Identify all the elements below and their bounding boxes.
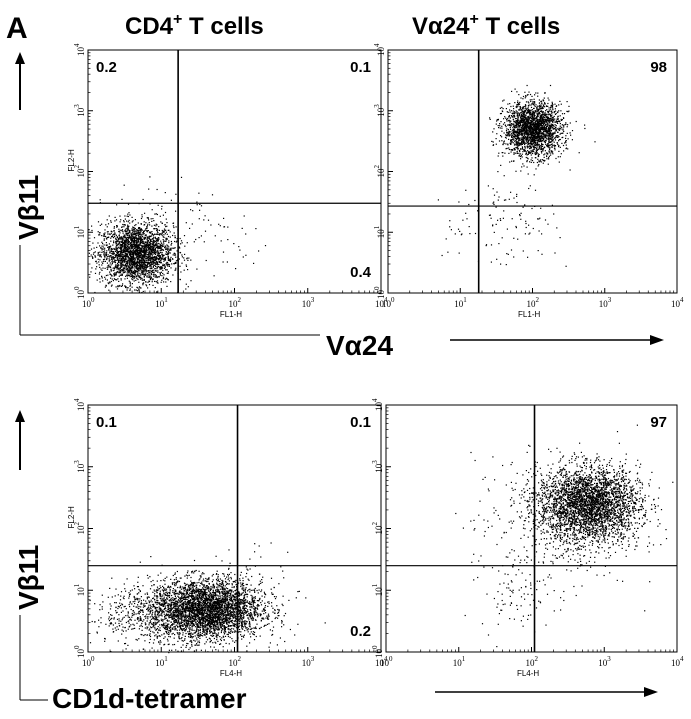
x-tick-label: 101 [453, 655, 466, 668]
y-tick-label: 103 [73, 460, 86, 473]
row0-ylabel: Vβ11 [13, 175, 44, 240]
y-tick-label: 100 [73, 286, 86, 299]
y-tick-label: 103 [373, 104, 386, 117]
quadrant-label-ur: 0.1 [350, 59, 371, 76]
row1-ylabel: Vβ11 [13, 545, 44, 610]
x-axis-label: FL1-H [220, 310, 242, 319]
x-tick-label: 104 [375, 655, 388, 668]
row1-xlabel: CD1d-tetramer [52, 683, 247, 714]
y-tick-label: 104 [73, 43, 86, 56]
y-tick-label: 101 [73, 583, 86, 596]
x-tick-label: 100 [382, 296, 395, 309]
x-tick-label: 101 [454, 296, 467, 309]
x-tick-label: 102 [229, 655, 242, 668]
event-cluster-1 [464, 555, 565, 648]
x-tick-label: 102 [527, 296, 540, 309]
row0-y-arrow [15, 52, 25, 335]
event-cluster-2 [437, 199, 515, 257]
quadrant-label-ul: 0.1 [96, 414, 117, 431]
x-axis-label: FL1-H [518, 310, 540, 319]
y-tick-label: 101 [373, 225, 386, 238]
x-tick-label: 100 [82, 655, 95, 668]
event-dots [455, 424, 674, 648]
quadrant-label-ur: 98 [650, 59, 667, 76]
y-tick-label: 102 [371, 522, 384, 535]
event-cluster-0 [88, 198, 198, 294]
y-tick-label: 102 [73, 165, 86, 178]
x-axis-label: FL4-H [220, 669, 242, 678]
scatter-panels: 100100101101102102103103104104FL1-HFL2-H… [67, 43, 684, 678]
panel-letter: A [6, 12, 28, 45]
row1-y-arrow [15, 410, 25, 700]
event-cluster-2 [164, 193, 267, 290]
x-tick-label: 103 [302, 296, 315, 309]
y-axis-label: FL2-H [67, 149, 76, 171]
x-tick-label: 100 [380, 655, 393, 668]
event-dots [89, 542, 326, 654]
quadrant-label-ur: 97 [650, 414, 667, 431]
col-title-cd4: CD4+ T cells [125, 11, 264, 40]
event-cluster-1 [465, 170, 567, 267]
x-tick-label: 103 [302, 655, 315, 668]
quadrant-label-lr: 0.4 [350, 264, 372, 281]
event-cluster-1 [89, 572, 241, 654]
event-cluster-2 [200, 542, 307, 646]
x-tick-label: 103 [599, 296, 612, 309]
plot-frame [387, 49, 678, 294]
row0-x-arrow [450, 335, 664, 345]
y-tick-label: 103 [371, 460, 384, 473]
y-tick-label: 100 [373, 286, 386, 299]
event-cluster-0 [489, 84, 596, 176]
x-axis-label: FL4-H [517, 669, 539, 678]
row1-x-arrow [435, 687, 658, 697]
quadrant-label-ul: 0.2 [96, 59, 117, 76]
x-tick-label: 102 [526, 655, 539, 668]
y-tick-label: 102 [373, 165, 386, 178]
y-axis-label: FL2-H [67, 506, 76, 528]
row0-xlabel: Vα24 [326, 330, 393, 361]
event-cluster-2 [455, 431, 668, 626]
x-tick-label: 104 [375, 296, 388, 309]
quadrant-label-ur: 0.1 [350, 414, 371, 431]
y-tick-label: 104 [73, 398, 86, 411]
y-tick-label: 104 [373, 43, 386, 56]
quadrant-label-lr: 0.2 [350, 623, 371, 640]
x-tick-label: 102 [229, 296, 242, 309]
scatter-panel-r0c0: 100100101101102102103103104104FL1-HFL2-H… [67, 43, 388, 319]
y-tick-label: 104 [371, 398, 384, 411]
x-tick-label: 101 [155, 296, 168, 309]
x-tick-label: 103 [598, 655, 611, 668]
event-cluster-0 [502, 424, 674, 568]
x-tick-label: 104 [671, 296, 684, 309]
y-tick-label: 103 [73, 104, 86, 117]
event-cluster-0 [111, 545, 326, 653]
event-dots [88, 176, 267, 294]
scatter-panel-r1c0: 100100101101102102103103104104FL4-HFL2-H… [67, 398, 388, 678]
col-title-va24: Vα24+ T cells [412, 11, 560, 40]
x-tick-label: 104 [671, 655, 684, 668]
y-tick-label: 101 [73, 225, 86, 238]
event-dots [437, 84, 596, 267]
x-tick-label: 100 [82, 296, 95, 309]
y-tick-label: 100 [73, 645, 86, 658]
x-tick-label: 101 [155, 655, 168, 668]
y-tick-label: 102 [73, 522, 86, 535]
y-tick-label: 101 [371, 583, 384, 596]
y-tick-label: 100 [371, 645, 384, 658]
